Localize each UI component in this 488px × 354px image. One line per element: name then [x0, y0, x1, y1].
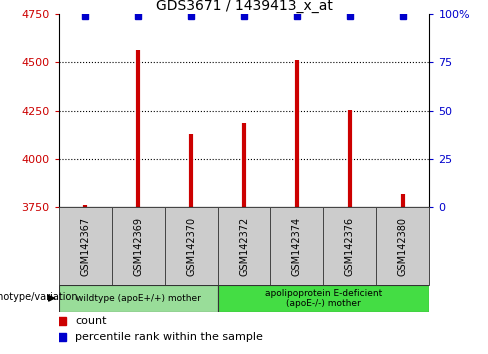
Text: percentile rank within the sample: percentile rank within the sample	[75, 332, 263, 342]
Bar	[59, 207, 112, 285]
Bar	[59, 285, 218, 312]
Text: GSM142376: GSM142376	[345, 216, 355, 276]
Text: GSM142380: GSM142380	[398, 217, 408, 275]
Bar	[218, 207, 270, 285]
Text: GSM142374: GSM142374	[292, 216, 302, 276]
Bar	[218, 285, 429, 312]
Text: GSM142369: GSM142369	[133, 217, 143, 275]
Bar	[270, 207, 324, 285]
Bar	[376, 207, 429, 285]
Text: GSM142370: GSM142370	[186, 216, 196, 276]
Text: GSM142367: GSM142367	[80, 216, 90, 276]
Text: wildtype (apoE+/+) mother: wildtype (apoE+/+) mother	[76, 294, 201, 303]
Text: GSM142372: GSM142372	[239, 216, 249, 276]
Bar	[324, 207, 376, 285]
Bar	[164, 207, 218, 285]
Text: count: count	[75, 316, 107, 326]
Text: apolipoprotein E-deficient
(apoE-/-) mother: apolipoprotein E-deficient (apoE-/-) mot…	[265, 289, 382, 308]
Title: GDS3671 / 1439413_x_at: GDS3671 / 1439413_x_at	[156, 0, 332, 13]
Text: genotype/variation: genotype/variation	[0, 292, 79, 302]
Bar	[112, 207, 164, 285]
